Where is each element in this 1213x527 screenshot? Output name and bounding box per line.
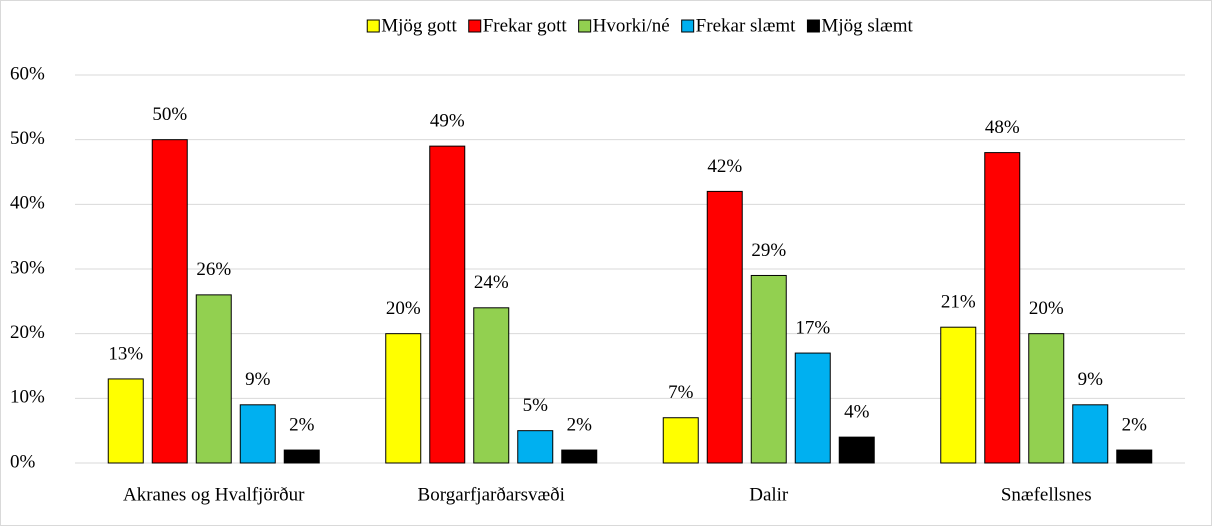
bar <box>1028 333 1065 464</box>
x-tick-label: Snæfellsnes <box>1001 484 1092 505</box>
bar <box>151 139 188 464</box>
legend-label: Mjög gott <box>381 15 457 36</box>
value-label: 9% <box>245 369 271 390</box>
legend-item: Frekar gott <box>468 15 568 36</box>
x-tick-label: Akranes og Hvalfjörður <box>123 484 305 505</box>
value-label: 2% <box>1122 414 1148 435</box>
legend-item: Mjög slæmt <box>806 15 913 36</box>
y-tick-label: 60% <box>10 63 45 84</box>
value-label: 9% <box>1078 369 1104 390</box>
bar <box>940 326 977 464</box>
value-label: 26% <box>196 259 231 280</box>
legend-item: Mjög gott <box>366 15 457 36</box>
value-label: 5% <box>523 395 549 416</box>
value-label: 7% <box>668 382 694 403</box>
bar <box>283 449 320 464</box>
bar <box>750 274 787 464</box>
bar <box>107 378 144 464</box>
legend-swatch <box>806 19 820 33</box>
legend-swatch <box>366 19 380 33</box>
legend-label: Mjög slæmt <box>821 15 913 36</box>
bar <box>561 449 598 464</box>
y-tick-label: 0% <box>10 451 36 472</box>
value-label: 21% <box>941 292 976 313</box>
bar <box>838 436 875 464</box>
x-tick-label: Borgarfjarðarsvæði <box>418 484 565 505</box>
legend-label: Frekar gott <box>483 15 568 36</box>
bar <box>429 145 466 464</box>
legend-swatch <box>681 19 695 33</box>
y-tick-label: 20% <box>10 322 45 343</box>
value-label: 2% <box>567 414 593 435</box>
x-tick-label: Dalir <box>749 484 789 505</box>
value-label: 42% <box>707 156 742 177</box>
legend-label: Frekar slæmt <box>696 15 796 36</box>
y-tick-label: 50% <box>10 128 45 149</box>
legend-swatch <box>468 19 482 33</box>
value-label: 13% <box>108 343 143 364</box>
bar <box>195 294 232 464</box>
value-label: 17% <box>795 317 830 338</box>
bar <box>984 152 1021 464</box>
legend-swatch <box>578 19 592 33</box>
bar <box>1116 449 1153 464</box>
legend-item: Hvorki/né <box>578 15 670 36</box>
bar <box>239 404 276 464</box>
value-label: 24% <box>474 272 509 293</box>
value-label: 4% <box>844 401 870 422</box>
y-tick-label: 40% <box>10 193 45 214</box>
value-label: 50% <box>152 104 187 125</box>
value-label: 20% <box>386 298 421 319</box>
y-tick-label: 10% <box>10 387 45 408</box>
value-label: 29% <box>751 240 786 261</box>
value-label: 49% <box>430 110 465 131</box>
value-label: 2% <box>289 414 315 435</box>
bar <box>1072 404 1109 464</box>
bar <box>794 352 831 464</box>
bar <box>662 417 699 464</box>
y-tick-label: 30% <box>10 257 45 278</box>
legend-item: Frekar slæmt <box>681 15 796 36</box>
bar <box>385 333 422 464</box>
bar <box>706 190 743 464</box>
legend-label: Hvorki/né <box>593 15 670 36</box>
value-label: 20% <box>1029 298 1064 319</box>
bar <box>473 307 510 464</box>
value-label: 48% <box>985 117 1020 138</box>
bar <box>517 430 554 464</box>
